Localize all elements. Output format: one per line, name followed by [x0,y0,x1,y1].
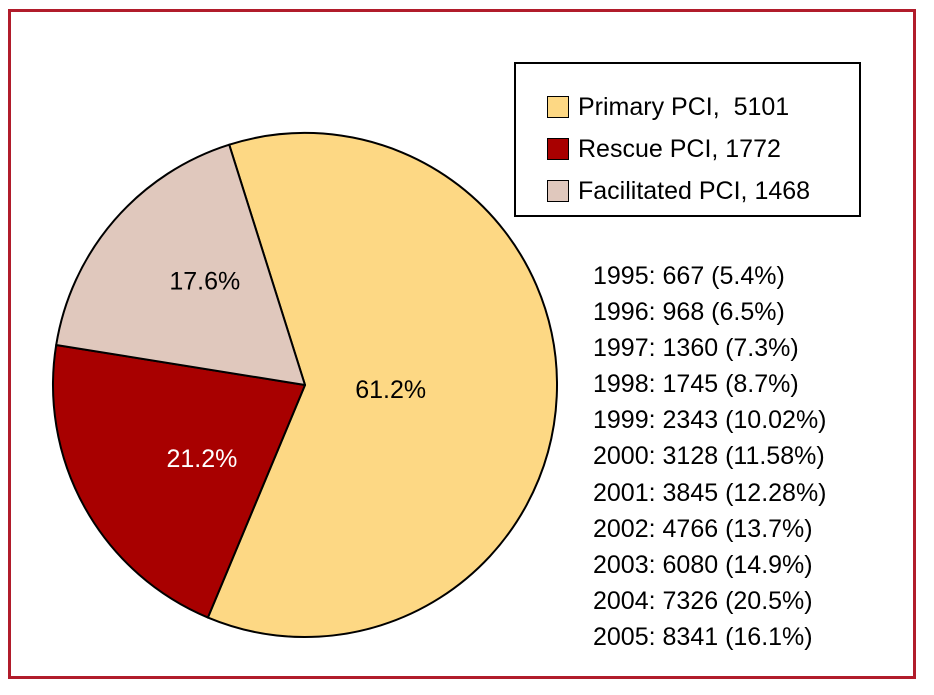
legend-label-primary-pci: Primary PCI, 5101 [578,92,790,121]
chart-legend: Primary PCI, 5101 Rescue PCI, 1772 Facil… [514,62,861,217]
legend-item-facilitated-pci: Facilitated PCI, 1468 [547,170,859,212]
legend-swatch-primary-pci [547,96,569,118]
legend-item-primary-pci: Primary PCI, 5101 [547,86,859,128]
legend-label-rescue-pci: Rescue PCI, 1772 [578,134,781,163]
legend-swatch-rescue-pci [547,138,569,160]
yearly-count-1995: 1995: 667 (5.4%) [593,262,785,290]
pie-slice-label-primary-pci: 61.2% [355,376,426,404]
yearly-counts-list: 1995: 667 (5.4%) 1996: 968 (6.5%) 1997: … [593,258,827,655]
legend-label-facilitated-pci: Facilitated PCI, 1468 [578,176,811,205]
yearly-count-2001: 2001: 3845 (12.28%) [593,478,827,507]
pie-slice-label-rescue-pci: 21.2% [166,445,237,473]
yearly-count-2005: 2005: 8341 (16.1%) [593,622,813,651]
legend-swatch-facilitated-pci [547,180,569,202]
pie-slice-facilitated-pci [55,143,306,386]
pie-slice-label-facilitated-pci: 17.6% [169,267,240,295]
yearly-count-1997: 1997: 1360 (7.3%) [593,334,799,363]
yearly-count-2002: 2002: 4766 (13.7%) [593,514,813,543]
yearly-count-2003: 2003: 6080 (14.9%) [593,550,813,579]
pie-slice-primary-pci [206,132,558,638]
yearly-count-1999: 1999: 2343 (10.02%) [593,406,827,435]
legend-item-rescue-pci: Rescue PCI, 1772 [547,128,859,170]
yearly-count-2000: 2000: 3128 (11.58%) [593,442,825,471]
yearly-count-1996: 1996: 968 (6.5%) [593,298,785,327]
yearly-count-2004: 2004: 7326 (20.5%) [593,586,813,615]
yearly-count-1998: 1998: 1745 (8.7%) [593,370,799,399]
pie-slice-rescue-pci [52,343,306,619]
